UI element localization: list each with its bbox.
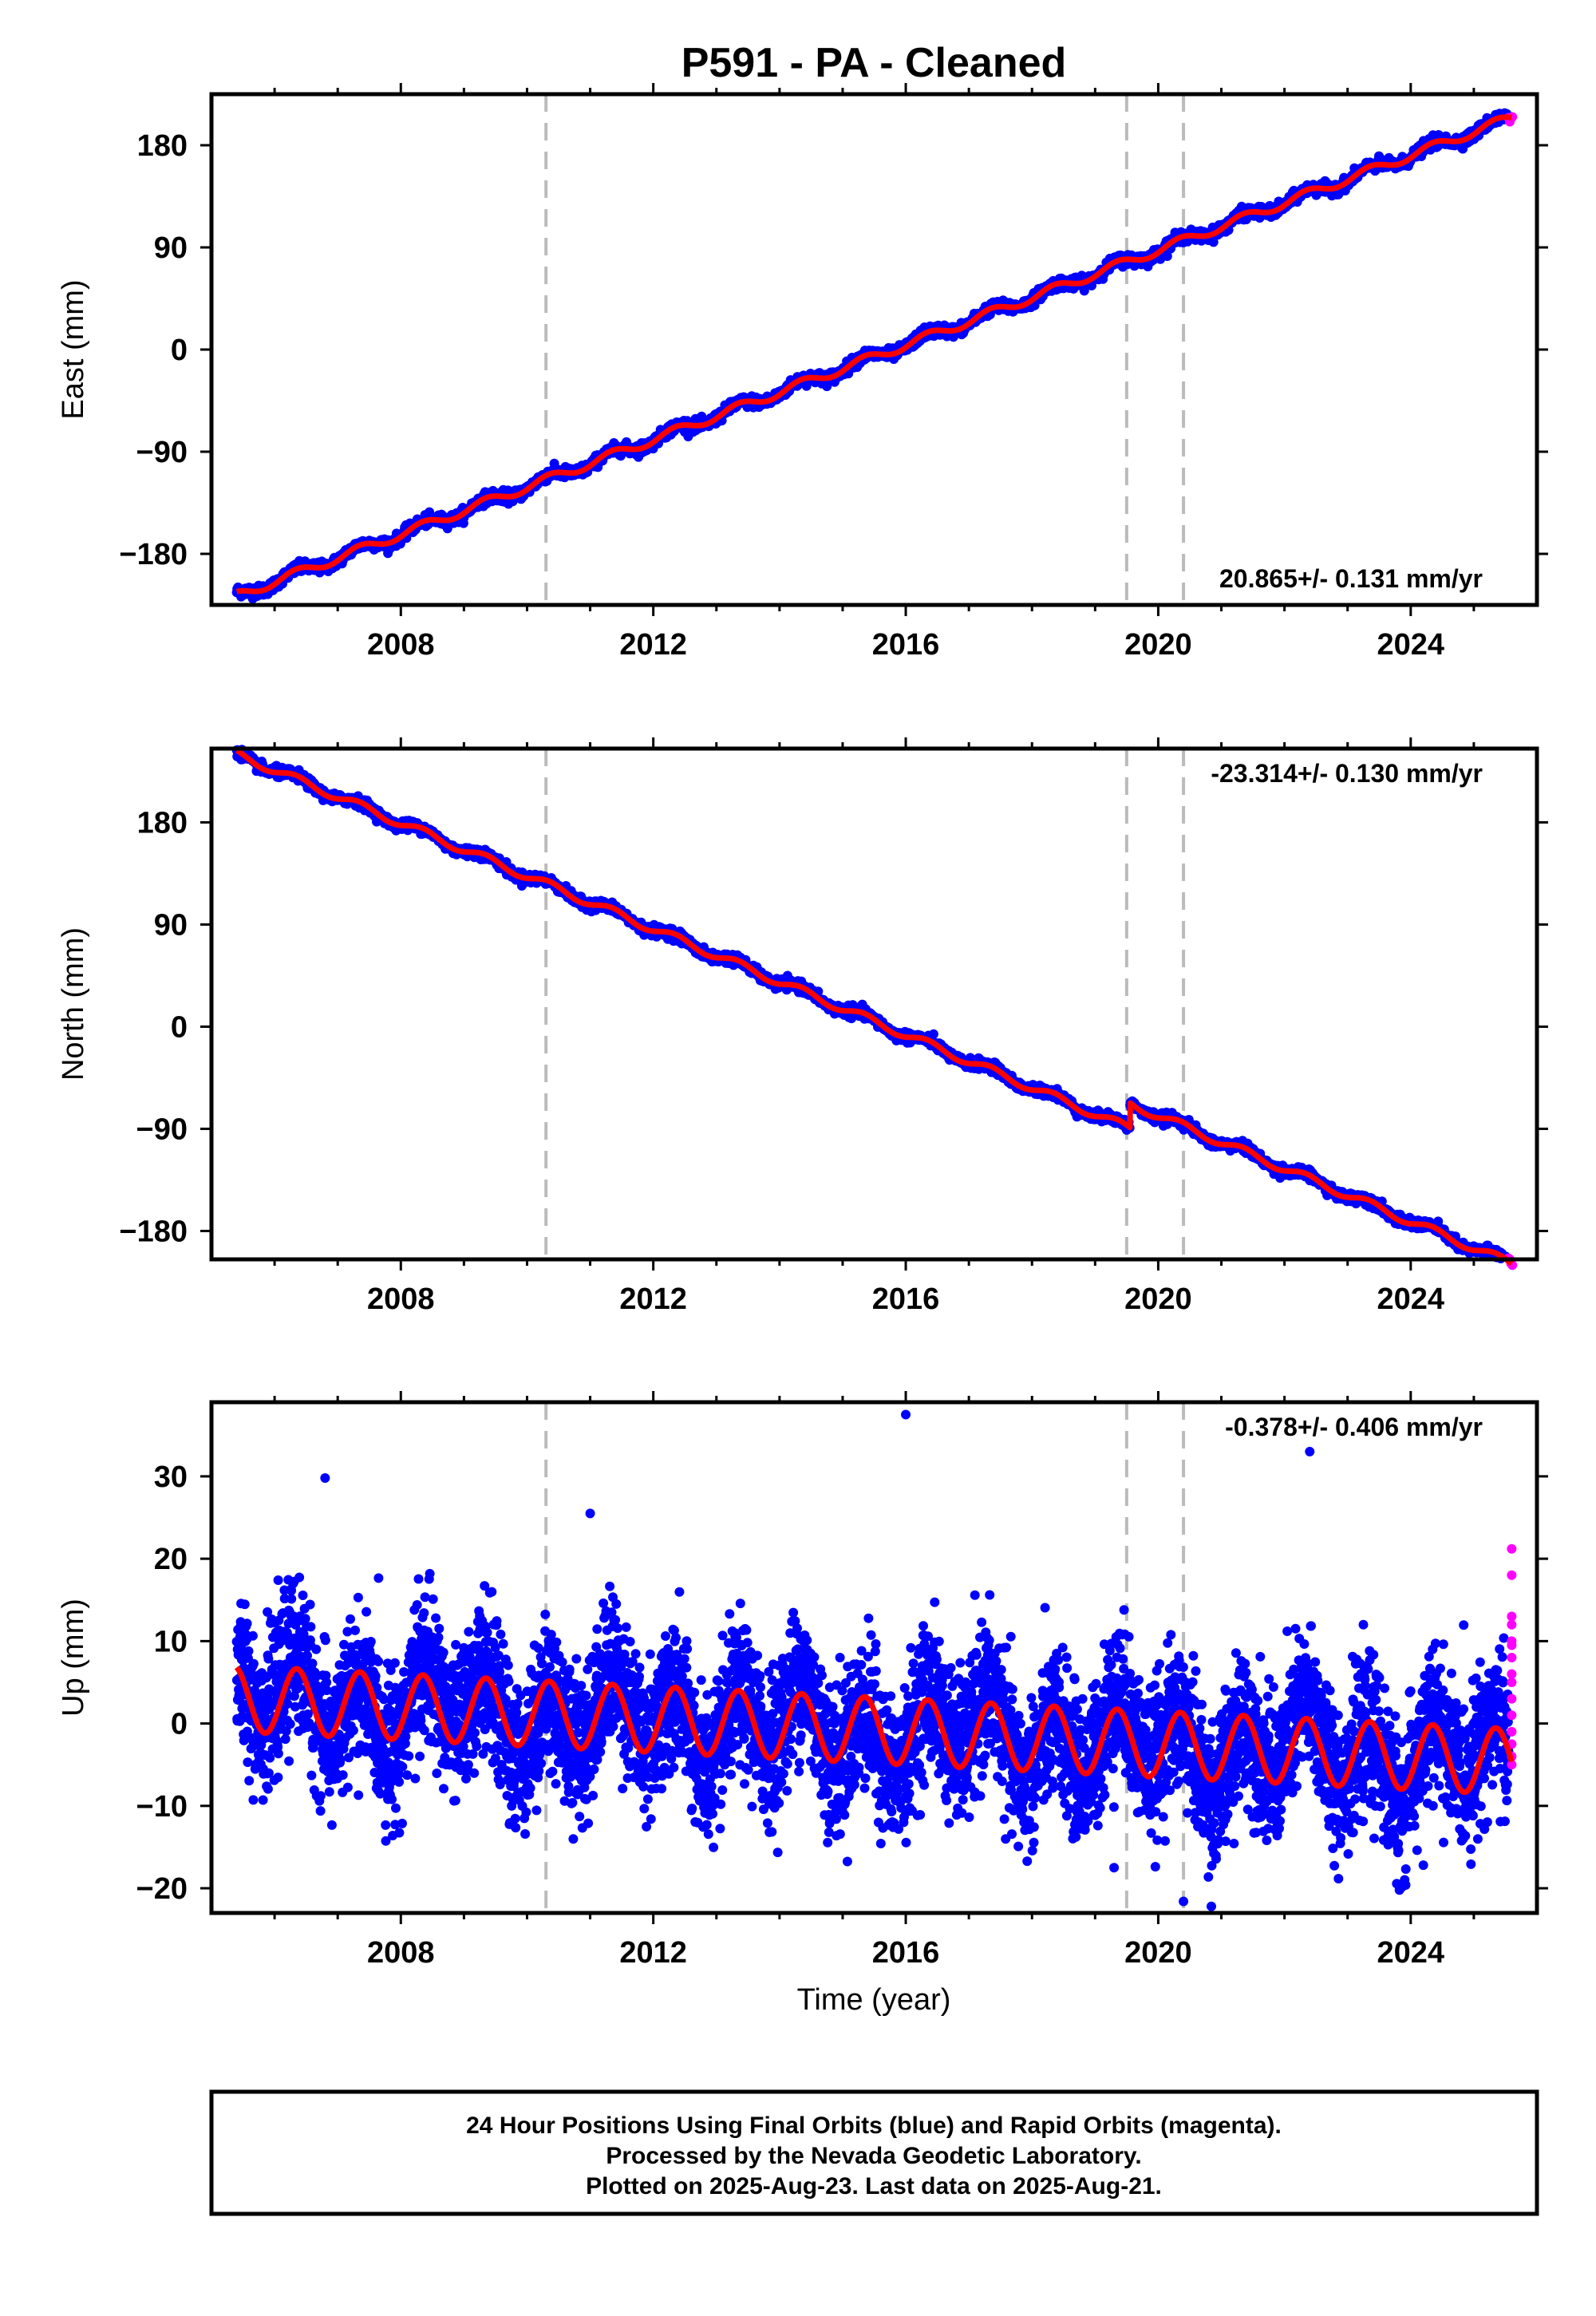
x-tick-label: 2024 [1377,628,1445,662]
velocity-label: 20.865+/- 0.131 mm/yr [1219,564,1483,593]
y-tick-label: 0 [171,334,188,367]
east-panel: −180 −90 0 90 180 2008 2012 2016 2020 2024 East (m… [57,83,1548,662]
data-point [928,1029,938,1039]
y-tick-label: 90 [154,231,188,265]
model-curve [234,114,1515,595]
y-tick-label: −180 [119,538,188,571]
chart-title: P591 - PA - Cleaned [681,40,1067,86]
y-tick-label: 180 [137,129,188,163]
x-tick-label: 2008 [367,628,435,662]
y-tick-label: −90 [136,436,188,469]
x-tick-label: 2012 [619,628,687,662]
y-axis-label: East (mm) [57,279,90,419]
x-tick-label: 2016 [872,628,940,662]
final-orbit-points [231,745,1511,1263]
x-tick-label: 2020 [1124,628,1192,662]
